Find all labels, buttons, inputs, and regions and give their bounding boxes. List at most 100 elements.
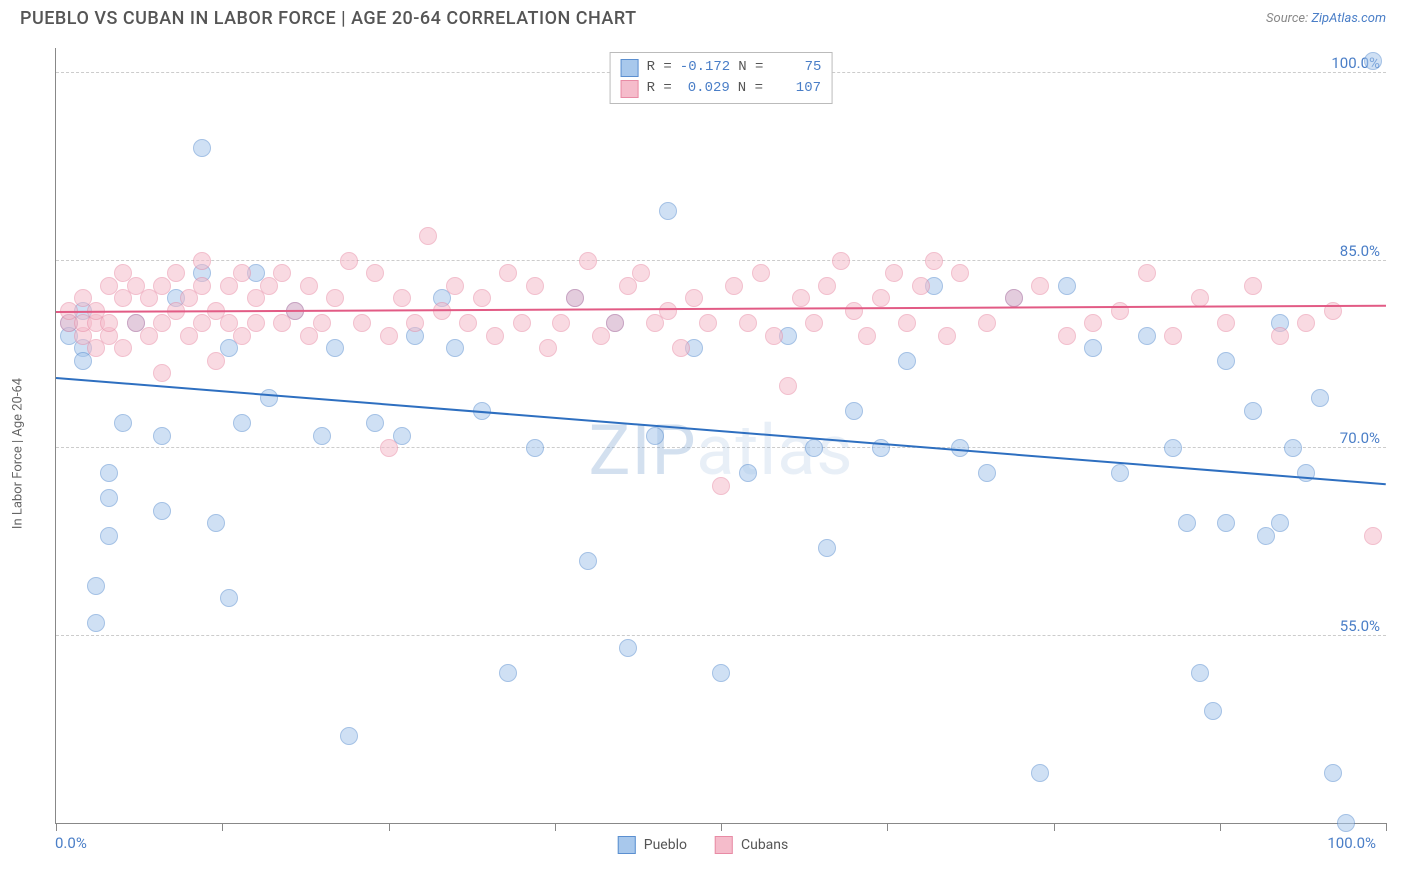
data-point bbox=[1364, 527, 1382, 545]
legend-row-cubans: R = 0.029 N = 107 bbox=[621, 78, 822, 99]
swatch-pueblo bbox=[621, 59, 639, 77]
data-point bbox=[725, 277, 743, 295]
data-point bbox=[153, 502, 171, 520]
source-prefix: Source: bbox=[1266, 11, 1311, 26]
data-point bbox=[526, 439, 544, 457]
x-tick bbox=[1054, 823, 1055, 831]
data-point bbox=[739, 314, 757, 332]
x-tick bbox=[887, 823, 888, 831]
data-point bbox=[459, 314, 477, 332]
data-point bbox=[1058, 277, 1076, 295]
data-point bbox=[193, 277, 211, 295]
data-point bbox=[1271, 514, 1289, 532]
data-point bbox=[1244, 277, 1262, 295]
data-point bbox=[1191, 289, 1209, 307]
r-value-cubans: 0.029 bbox=[680, 78, 730, 99]
data-point bbox=[1271, 327, 1289, 345]
y-tick-label: 85.0% bbox=[1340, 242, 1380, 260]
r-value-pueblo: -0.172 bbox=[680, 57, 730, 78]
x-tick bbox=[1220, 823, 1221, 831]
gridline bbox=[56, 260, 1386, 261]
x-tick bbox=[721, 823, 722, 831]
data-point bbox=[100, 527, 118, 545]
chart-header: PUEBLO VS CUBAN IN LABOR FORCE | AGE 20-… bbox=[0, 0, 1406, 41]
data-point bbox=[925, 252, 943, 270]
data-point bbox=[845, 302, 863, 320]
data-point bbox=[499, 664, 517, 682]
data-point bbox=[100, 489, 118, 507]
data-point bbox=[513, 314, 531, 332]
data-point bbox=[805, 314, 823, 332]
data-point bbox=[114, 339, 132, 357]
data-point bbox=[1311, 389, 1329, 407]
data-point bbox=[845, 402, 863, 420]
data-point bbox=[247, 314, 265, 332]
data-point bbox=[1244, 402, 1262, 420]
data-point bbox=[805, 439, 823, 457]
data-point bbox=[1084, 314, 1102, 332]
data-point bbox=[699, 314, 717, 332]
data-point bbox=[393, 289, 411, 307]
data-point bbox=[1005, 289, 1023, 307]
data-point bbox=[100, 314, 118, 332]
data-point bbox=[1284, 439, 1302, 457]
data-point bbox=[1217, 314, 1235, 332]
data-point bbox=[872, 289, 890, 307]
data-point bbox=[765, 327, 783, 345]
data-point bbox=[167, 264, 185, 282]
data-point bbox=[313, 314, 331, 332]
x-axis-min-label: 0.0% bbox=[55, 834, 87, 852]
data-point bbox=[978, 464, 996, 482]
r-label: R = bbox=[647, 78, 672, 99]
data-point bbox=[366, 414, 384, 432]
data-point bbox=[87, 614, 105, 632]
gridline bbox=[56, 635, 1386, 636]
data-point bbox=[1217, 352, 1235, 370]
data-point bbox=[1111, 464, 1129, 482]
data-point bbox=[1297, 314, 1315, 332]
data-point bbox=[1324, 764, 1342, 782]
data-point bbox=[685, 289, 703, 307]
n-label: N = bbox=[738, 78, 763, 99]
data-point bbox=[1204, 702, 1222, 720]
y-axis-label: In Labor Force | Age 20-64 bbox=[11, 378, 26, 529]
data-point bbox=[233, 264, 251, 282]
x-axis-max-label: 100.0% bbox=[1327, 834, 1376, 852]
data-point bbox=[326, 339, 344, 357]
data-point bbox=[832, 252, 850, 270]
data-point bbox=[114, 414, 132, 432]
data-point bbox=[606, 314, 624, 332]
data-point bbox=[313, 427, 331, 445]
data-point bbox=[1031, 764, 1049, 782]
data-point bbox=[659, 202, 677, 220]
data-point bbox=[579, 552, 597, 570]
data-point bbox=[87, 577, 105, 595]
data-point bbox=[885, 264, 903, 282]
data-point bbox=[220, 589, 238, 607]
swatch-cubans bbox=[715, 836, 733, 854]
data-point bbox=[898, 314, 916, 332]
data-point bbox=[526, 277, 544, 295]
x-tick bbox=[389, 823, 390, 831]
data-point bbox=[818, 539, 836, 557]
x-tick bbox=[222, 823, 223, 831]
data-point bbox=[552, 314, 570, 332]
data-point bbox=[1164, 327, 1182, 345]
data-point bbox=[446, 277, 464, 295]
source-link[interactable]: ZipAtlas.com bbox=[1311, 11, 1386, 26]
data-point bbox=[1111, 302, 1129, 320]
data-point bbox=[579, 252, 597, 270]
legend-label-pueblo: Pueblo bbox=[644, 837, 687, 853]
data-point bbox=[326, 289, 344, 307]
data-point bbox=[938, 327, 956, 345]
data-point bbox=[273, 264, 291, 282]
data-point bbox=[1138, 327, 1156, 345]
data-point bbox=[1178, 514, 1196, 532]
data-point bbox=[1164, 439, 1182, 457]
data-point bbox=[499, 264, 517, 282]
data-point bbox=[380, 327, 398, 345]
r-label: R = bbox=[647, 57, 672, 78]
data-point bbox=[100, 464, 118, 482]
data-point bbox=[1084, 339, 1102, 357]
data-point bbox=[153, 427, 171, 445]
